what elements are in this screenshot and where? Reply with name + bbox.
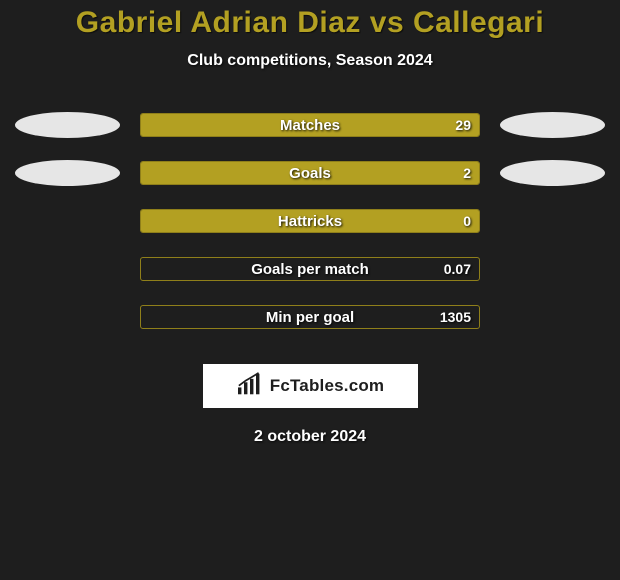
- stat-bar: Min per goal1305: [140, 305, 480, 329]
- stat-row: Matches29: [15, 112, 605, 138]
- date-text: 2 october 2024: [254, 428, 366, 446]
- chart-logo-icon: [236, 372, 264, 401]
- stat-label: Goals per match: [141, 258, 479, 280]
- brand-text: FcTables.com: [270, 376, 385, 396]
- left-ellipse: [15, 160, 120, 186]
- stat-row: Min per goal1305: [15, 304, 605, 330]
- stat-bar: Matches29: [140, 113, 480, 137]
- stat-bar-fill: [141, 162, 479, 184]
- brand-badge: FcTables.com: [203, 364, 418, 408]
- stat-bar-fill: [141, 114, 479, 136]
- stat-bar: Hattricks0: [140, 209, 480, 233]
- stat-row: Goals per match0.07: [15, 256, 605, 282]
- stat-row: Hattricks0: [15, 208, 605, 234]
- comparison-card: Gabriel Adrian Diaz vs Callegari Club co…: [0, 0, 620, 580]
- stat-value: 0.07: [444, 258, 471, 280]
- stats-area: Matches29 Goals2 Hattricks0 Goals per match…: [15, 112, 605, 352]
- stat-bar: Goals2: [140, 161, 480, 185]
- stat-label: Min per goal: [141, 306, 479, 328]
- page-title: Gabriel Adrian Diaz vs Callegari: [76, 6, 544, 40]
- subtitle: Club competitions, Season 2024: [187, 52, 432, 70]
- stat-value: 1305: [440, 306, 471, 328]
- stat-bar: Goals per match0.07: [140, 257, 480, 281]
- left-ellipse: [15, 112, 120, 138]
- stat-row: Goals2: [15, 160, 605, 186]
- stat-bar-fill: [141, 210, 479, 232]
- right-ellipse: [500, 112, 605, 138]
- right-ellipse: [500, 160, 605, 186]
